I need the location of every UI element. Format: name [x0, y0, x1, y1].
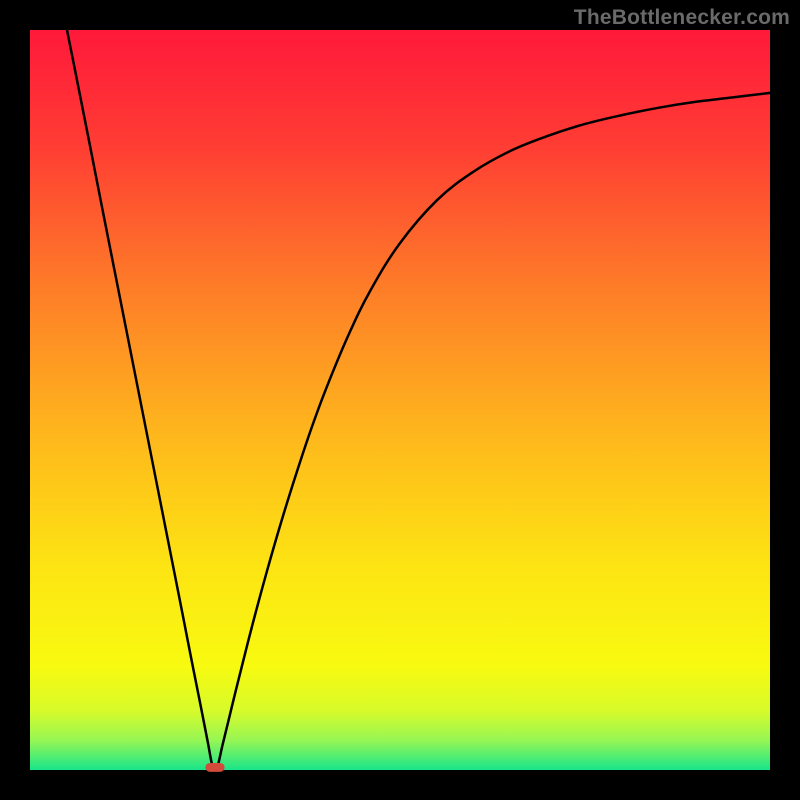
bottleneck-chart	[0, 0, 800, 800]
min-marker	[205, 763, 224, 772]
chart-container: TheBottlenecker.com	[0, 0, 800, 800]
watermark-text: TheBottlenecker.com	[574, 6, 790, 30]
